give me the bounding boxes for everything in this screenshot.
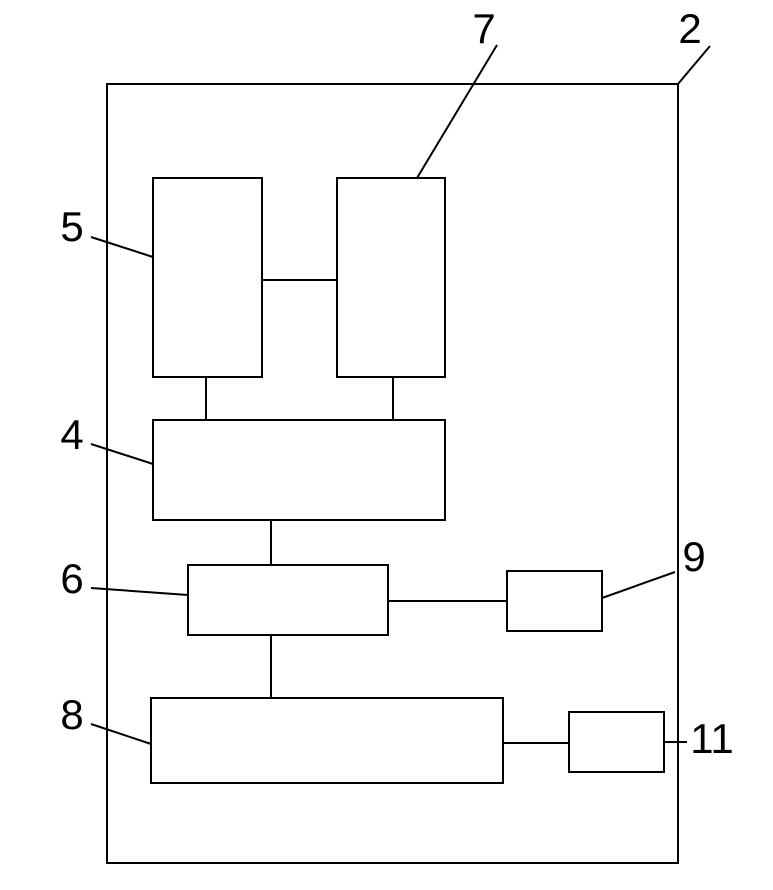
label-5: 5 bbox=[60, 203, 83, 250]
label-6: 6 bbox=[60, 555, 83, 602]
block-9 bbox=[507, 571, 602, 631]
leader-line bbox=[91, 588, 188, 595]
leader-line bbox=[417, 45, 497, 178]
label-2: 2 bbox=[678, 5, 701, 52]
leader-line bbox=[91, 444, 153, 464]
block-11 bbox=[569, 712, 664, 772]
leader-line bbox=[602, 572, 675, 598]
label-4: 4 bbox=[60, 411, 83, 458]
block-7 bbox=[337, 178, 445, 377]
label-7: 7 bbox=[472, 5, 495, 52]
leader-line bbox=[91, 724, 151, 744]
block-diagram: 2 7 5 4 6 8 9 11 bbox=[0, 0, 773, 890]
reference-labels: 2 7 5 4 6 8 9 11 bbox=[60, 5, 733, 762]
block-6 bbox=[188, 565, 388, 635]
block-5 bbox=[153, 178, 262, 377]
panel-frame bbox=[107, 84, 678, 863]
label-8: 8 bbox=[60, 691, 83, 738]
block-4 bbox=[153, 420, 445, 520]
leader-line bbox=[91, 237, 153, 257]
label-9: 9 bbox=[682, 533, 705, 580]
label-11: 11 bbox=[690, 715, 734, 762]
block-8 bbox=[151, 698, 503, 783]
connector-lines bbox=[206, 280, 569, 743]
